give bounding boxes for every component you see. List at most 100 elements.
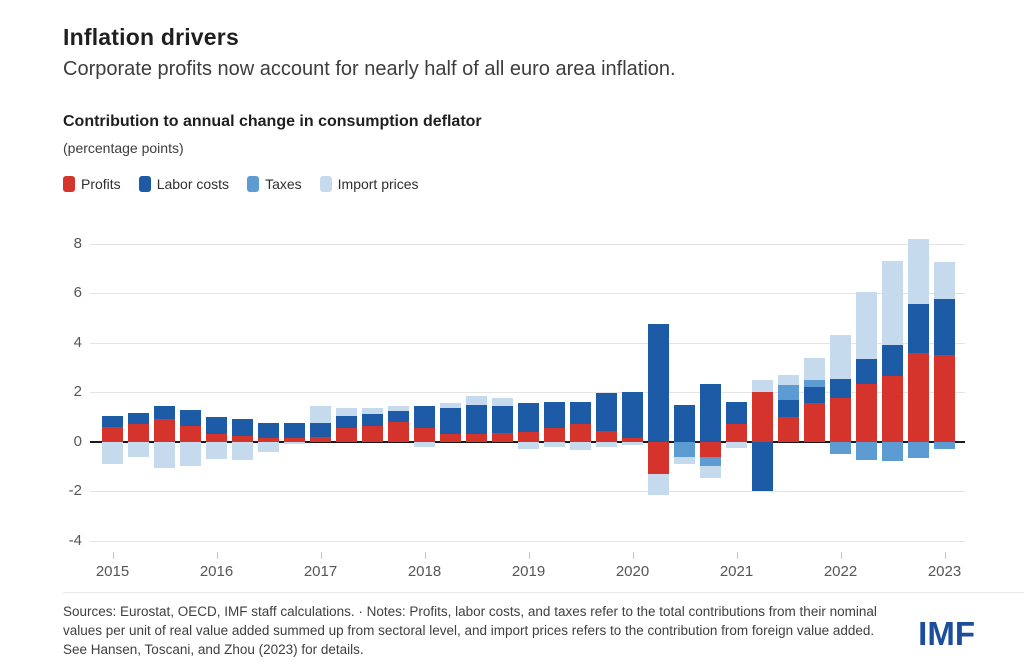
bar-segment-2016Q4-profits <box>284 437 305 442</box>
bar-segment-2022Q3-import-prices <box>882 261 903 346</box>
bar-segment-2018Q3-import-prices <box>466 395 487 405</box>
bar-segment-2018Q3-profits <box>466 434 487 442</box>
bar-segment-2023Q1-profits <box>934 355 955 442</box>
x-axis-tick-label: 2018 <box>407 563 442 580</box>
bar-segment-2023Q1-labor-costs <box>934 299 955 356</box>
bar-segment-2020Q2-import-prices <box>648 473 669 495</box>
bar-segment-2022Q1-taxes <box>830 441 851 455</box>
bar-segment-2016Q2-import-prices <box>232 441 253 461</box>
bar-segment-2020Q2-profits <box>648 441 669 474</box>
gridline <box>90 392 965 394</box>
bar-segment-2016Q1-import-prices <box>206 441 227 459</box>
bar-segment-2020Q3-import-prices <box>674 456 695 464</box>
bar-segment-2015Q2-labor-costs <box>128 413 149 425</box>
bar-segment-2022Q3-profits <box>882 376 903 442</box>
bar-segment-2021Q4-profits <box>804 403 825 442</box>
bar-segment-2020Q3-labor-costs <box>674 404 695 442</box>
bar-segment-2017Q4-profits <box>388 421 409 442</box>
legend-item-labor-costs: Labor costs <box>138 176 230 192</box>
legend-label: Labor costs <box>156 176 230 192</box>
bar-segment-2015Q1-profits <box>102 426 123 442</box>
gridline <box>90 491 965 493</box>
y-axis-tick-label: 6 <box>73 284 82 302</box>
bar-segment-2021Q2-labor-costs <box>752 441 773 492</box>
bar-segment-2016Q2-labor-costs <box>232 419 253 436</box>
bar-segment-2015Q3-import-prices <box>154 441 175 468</box>
bar-segment-2021Q1-profits <box>726 424 747 442</box>
bar-segment-2016Q4-import-prices <box>284 441 305 445</box>
bar-segment-2019Q3-profits <box>570 424 591 442</box>
y-axis-tick-label: -2 <box>68 482 82 500</box>
bar-segment-2015Q3-labor-costs <box>154 405 175 420</box>
bar-segment-2019Q2-import-prices <box>544 441 565 447</box>
bar-segment-2017Q2-import-prices <box>336 408 357 416</box>
bar-segment-2019Q3-import-prices <box>570 441 591 451</box>
bar-segment-2019Q2-labor-costs <box>544 402 565 429</box>
bar-segment-2021Q3-labor-costs <box>778 399 799 417</box>
bar-segment-2018Q2-profits <box>440 434 461 442</box>
bar-segment-2020Q4-import-prices <box>700 466 721 478</box>
x-axis-tick-label: 2019 <box>511 563 546 580</box>
bar-segment-2019Q3-labor-costs <box>570 402 591 425</box>
bar-segment-2019Q4-import-prices <box>596 441 617 447</box>
bar-segment-2015Q1-import-prices <box>102 441 123 464</box>
gridline <box>90 342 965 344</box>
bar-segment-2015Q4-profits <box>180 425 201 442</box>
legend-item-profits: Profits <box>63 176 121 192</box>
bar-segment-2015Q1-labor-costs <box>102 415 123 427</box>
bar-segment-2023Q1-import-prices <box>934 262 955 300</box>
legend-color-chip <box>247 176 260 192</box>
legend-label: Profits <box>81 176 121 192</box>
bar-segment-2018Q1-labor-costs <box>414 405 435 429</box>
x-axis-tick-label: 2022 <box>823 563 858 580</box>
bar-segment-2017Q2-labor-costs <box>336 415 357 429</box>
bar-segment-2022Q4-taxes <box>908 441 929 458</box>
y-axis-tick-label: 4 <box>73 333 82 351</box>
legend-item-taxes: Taxes <box>247 176 302 192</box>
x-axis-tick-label: 2020 <box>615 563 650 580</box>
bar-segment-2015Q2-import-prices <box>128 441 149 457</box>
footer-source-notes: Sources: Eurostat, OECD, IMF staff calcu… <box>63 604 877 657</box>
bar-segment-2021Q4-labor-costs <box>804 387 825 404</box>
bar-segment-2020Q1-import-prices <box>622 441 643 446</box>
x-axis-tick-label: 2016 <box>199 563 234 580</box>
bar-segment-2023Q1-taxes <box>934 441 955 450</box>
legend-label: Taxes <box>265 176 302 192</box>
bar-segment-2018Q3-labor-costs <box>466 404 487 435</box>
x-axis-tick-mark <box>216 552 218 559</box>
bar-segment-2017Q4-import-prices <box>388 405 409 411</box>
bar-segment-2022Q2-profits <box>856 383 877 442</box>
bar-segment-2022Q2-labor-costs <box>856 358 877 384</box>
gridline <box>90 243 965 245</box>
x-axis-tick-mark <box>840 552 842 559</box>
x-axis-tick-label: 2021 <box>719 563 754 580</box>
bar-segment-2016Q1-labor-costs <box>206 416 227 435</box>
bar-segment-2015Q4-labor-costs <box>180 409 201 426</box>
bar-segment-2016Q3-profits <box>258 437 279 442</box>
bar-segment-2018Q4-labor-costs <box>492 405 513 434</box>
x-axis-tick-mark <box>112 552 114 559</box>
bar-chart-plot-area: 8 6 4 2 0 -2 -4 2015 2016 2017 2018 2019 2020 2021 202… <box>68 235 965 580</box>
bar-segment-2017Q3-import-prices <box>362 408 383 415</box>
x-axis-tick-mark <box>632 552 634 559</box>
bar-segment-2015Q3-profits <box>154 419 175 442</box>
bar-segment-2017Q1-labor-costs <box>310 423 331 437</box>
bar-segment-2021Q3-import-prices <box>778 374 799 385</box>
legend-label: Import prices <box>337 176 419 192</box>
bar-segment-2018Q1-profits <box>414 428 435 442</box>
y-axis-tick-label: 0 <box>73 432 82 450</box>
x-axis-tick-mark <box>424 552 426 559</box>
page-title: Inflation drivers <box>63 24 239 50</box>
x-axis-tick-label: 2015 <box>95 563 130 580</box>
bar-segment-2021Q3-taxes <box>778 384 799 400</box>
bar-segment-2020Q1-labor-costs <box>622 392 643 438</box>
bar-segment-2022Q2-import-prices <box>856 291 877 359</box>
x-axis-tick-label: 2017 <box>303 563 338 580</box>
chart-title: Contribution to annual change in consump… <box>63 113 482 130</box>
imf-logo: IMF <box>918 615 975 652</box>
legend-color-chip <box>319 176 332 192</box>
y-axis-tick-label: -4 <box>68 531 82 549</box>
bar-segment-2022Q4-profits <box>908 352 929 442</box>
bar-segment-2021Q1-labor-costs <box>726 402 747 425</box>
bar-segment-2022Q1-import-prices <box>830 335 851 379</box>
